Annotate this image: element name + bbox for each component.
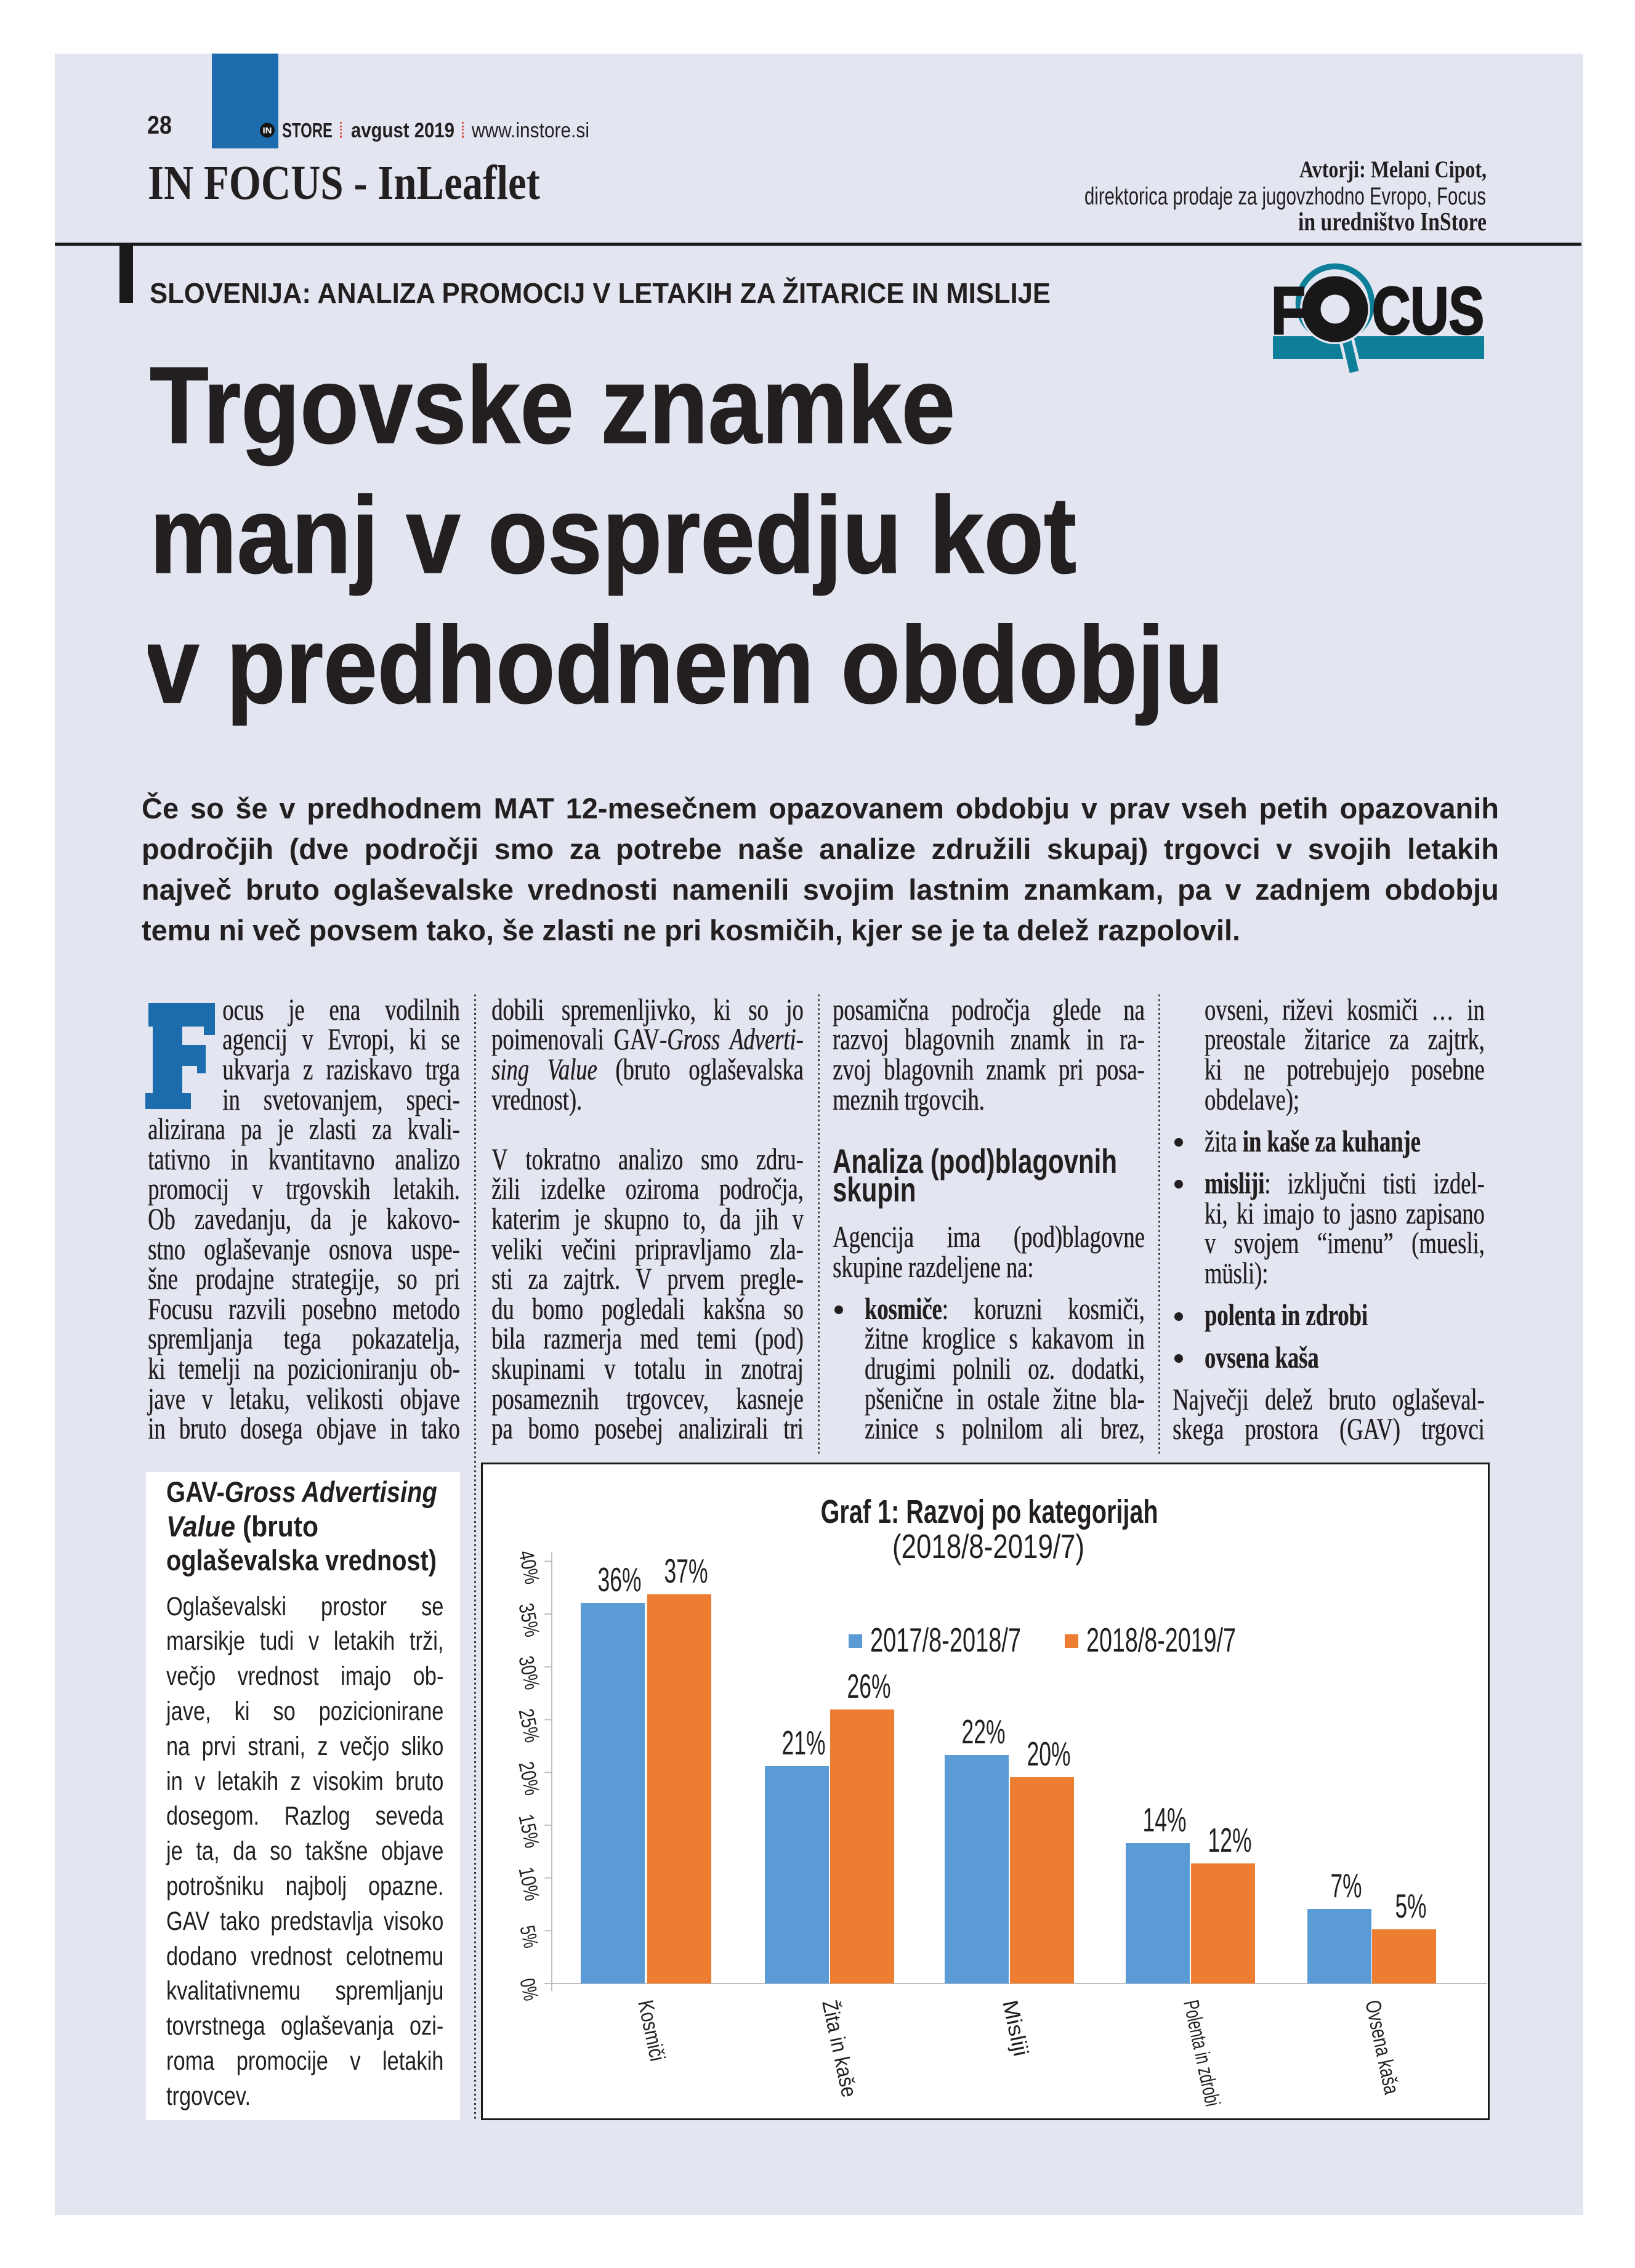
svg-text:oglaševalska vrednost): oglaševalska vrednost) — [166, 1544, 437, 1576]
svg-text:22%: 22% — [962, 1713, 1006, 1751]
svg-text:GAV-Gross Advertising: GAV-Gross Advertising — [166, 1475, 437, 1508]
svg-text:Graf 1: Razvoj po kategorijah: Graf 1: Razvoj po kategorijah — [821, 1493, 1158, 1530]
svg-text:SLOVENIJA: ANALIZA PROMOCIJ V: SLOVENIJA: ANALIZA PROMOCIJ V LETAKIH ZA… — [150, 277, 1051, 309]
svg-text:IN: IN — [263, 126, 272, 135]
svg-text:28: 28 — [147, 110, 172, 139]
svg-text:37%: 37% — [664, 1552, 708, 1590]
svg-text:2017/8-2018/7: 2017/8-2018/7 — [870, 1621, 1021, 1659]
svg-text:F: F — [1271, 273, 1306, 349]
svg-text:2018/8-2019/7: 2018/8-2019/7 — [1086, 1621, 1236, 1659]
svg-text:manj v ospredju kot: manj v ospredju kot — [150, 474, 1076, 596]
svg-text:avgust 2019: avgust 2019 — [351, 119, 454, 142]
svg-text:0%: 0% — [515, 1976, 543, 2003]
svg-text:Avtorji: Melani Cipot,: Avtorji: Melani Cipot, — [1299, 156, 1487, 183]
svg-text:12%: 12% — [1208, 1821, 1252, 1859]
svg-text:www.instore.si: www.instore.si — [471, 119, 589, 142]
svg-text:direktorica prodaje za jugovzh: direktorica prodaje za jugovzhodno Evrop… — [1084, 183, 1486, 210]
svg-text:Value (bruto: Value (bruto — [166, 1510, 318, 1543]
svg-text:in uredništvo InStore: in uredništvo InStore — [1298, 208, 1487, 236]
svg-text:CUS: CUS — [1372, 273, 1484, 349]
svg-text:26%: 26% — [847, 1667, 891, 1705]
svg-text:14%: 14% — [1143, 1801, 1187, 1839]
svg-text:STORE: STORE — [282, 119, 333, 142]
svg-text:20%: 20% — [1027, 1735, 1071, 1773]
svg-text:(2018/8-2019/7): (2018/8-2019/7) — [892, 1527, 1084, 1565]
svg-text:5%: 5% — [1395, 1887, 1427, 1925]
svg-text:36%: 36% — [598, 1560, 642, 1599]
svg-text:7%: 7% — [1331, 1866, 1362, 1905]
svg-text:21%: 21% — [782, 1724, 826, 1762]
svg-text:Trgovske znamke: Trgovske znamke — [150, 344, 955, 466]
svg-text:v predhodnem obdobju: v predhodnem obdobju — [148, 604, 1224, 726]
svg-text:IN FOCUS - InLeaflet: IN FOCUS - InLeaflet — [148, 156, 540, 210]
svg-text:5%: 5% — [515, 1923, 543, 1950]
